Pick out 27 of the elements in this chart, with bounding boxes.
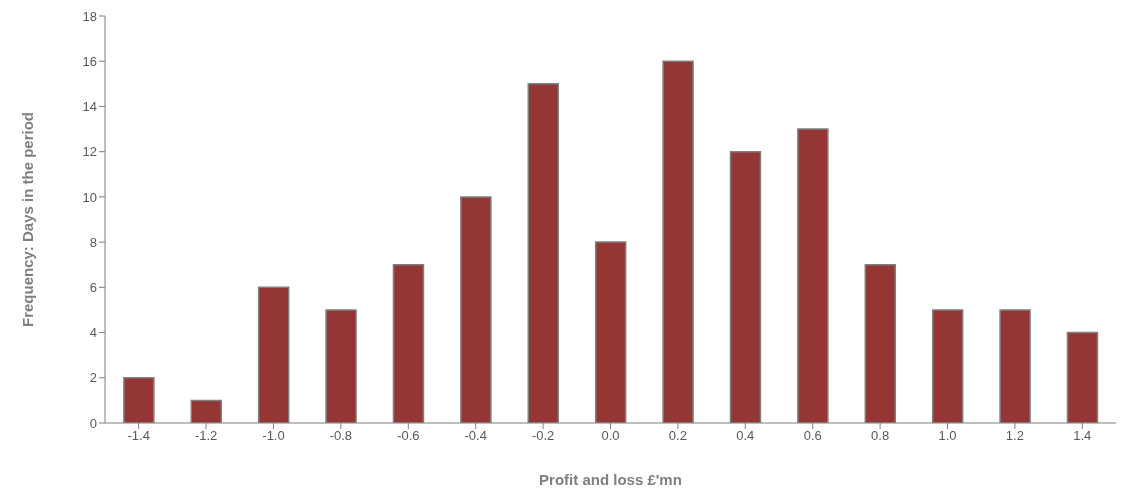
x-tick-label: 1.0 [938,428,957,444]
x-tick-label: 0.2 [668,428,687,444]
y-tick-label: 4 [89,325,97,341]
y-tick-label: 16 [82,53,97,69]
x-tick-label: -0.8 [329,428,353,444]
x-axis-title: Profit and loss £'mn [539,471,682,488]
y-tick-label: 6 [89,279,97,295]
y-tick-label: 8 [89,234,97,250]
x-tick-label: -1.4 [127,428,150,444]
x-tick-label: 1.4 [1073,428,1092,444]
y-tick-label: 0 [89,415,97,431]
x-tick-label: -0.6 [397,428,420,444]
x-tick-label: 0.4 [736,428,755,444]
x-tick-label: 0.6 [803,428,822,444]
x-tick-label: -1.0 [262,428,285,444]
y-tick-label: 18 [82,8,97,24]
x-tick-label: -0.4 [464,428,487,444]
y-tick-label: 10 [82,189,97,205]
x-tick-label: -0.2 [531,428,555,444]
x-tick-label: 1.2 [1005,428,1024,444]
x-tick-label: 0.8 [871,428,890,444]
y-tick-label: 12 [82,144,97,160]
x-tick-label: -1.2 [194,428,218,444]
y-axis-title: Frequency: Days in the period [19,111,37,328]
x-tick-label: 0.0 [601,428,620,444]
y-tick-label: 14 [82,99,97,115]
y-tick-label: 2 [89,370,97,386]
